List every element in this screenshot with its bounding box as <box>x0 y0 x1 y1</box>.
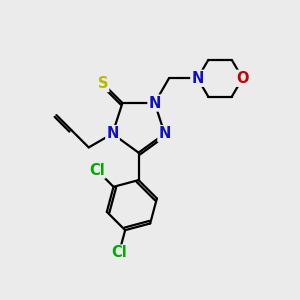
Text: S: S <box>98 76 108 91</box>
Text: N: N <box>191 71 204 86</box>
Text: N: N <box>158 126 171 141</box>
Text: Cl: Cl <box>111 245 127 260</box>
Text: O: O <box>236 71 249 86</box>
Text: N: N <box>106 126 119 141</box>
Text: N: N <box>148 95 161 110</box>
Text: Cl: Cl <box>89 163 105 178</box>
